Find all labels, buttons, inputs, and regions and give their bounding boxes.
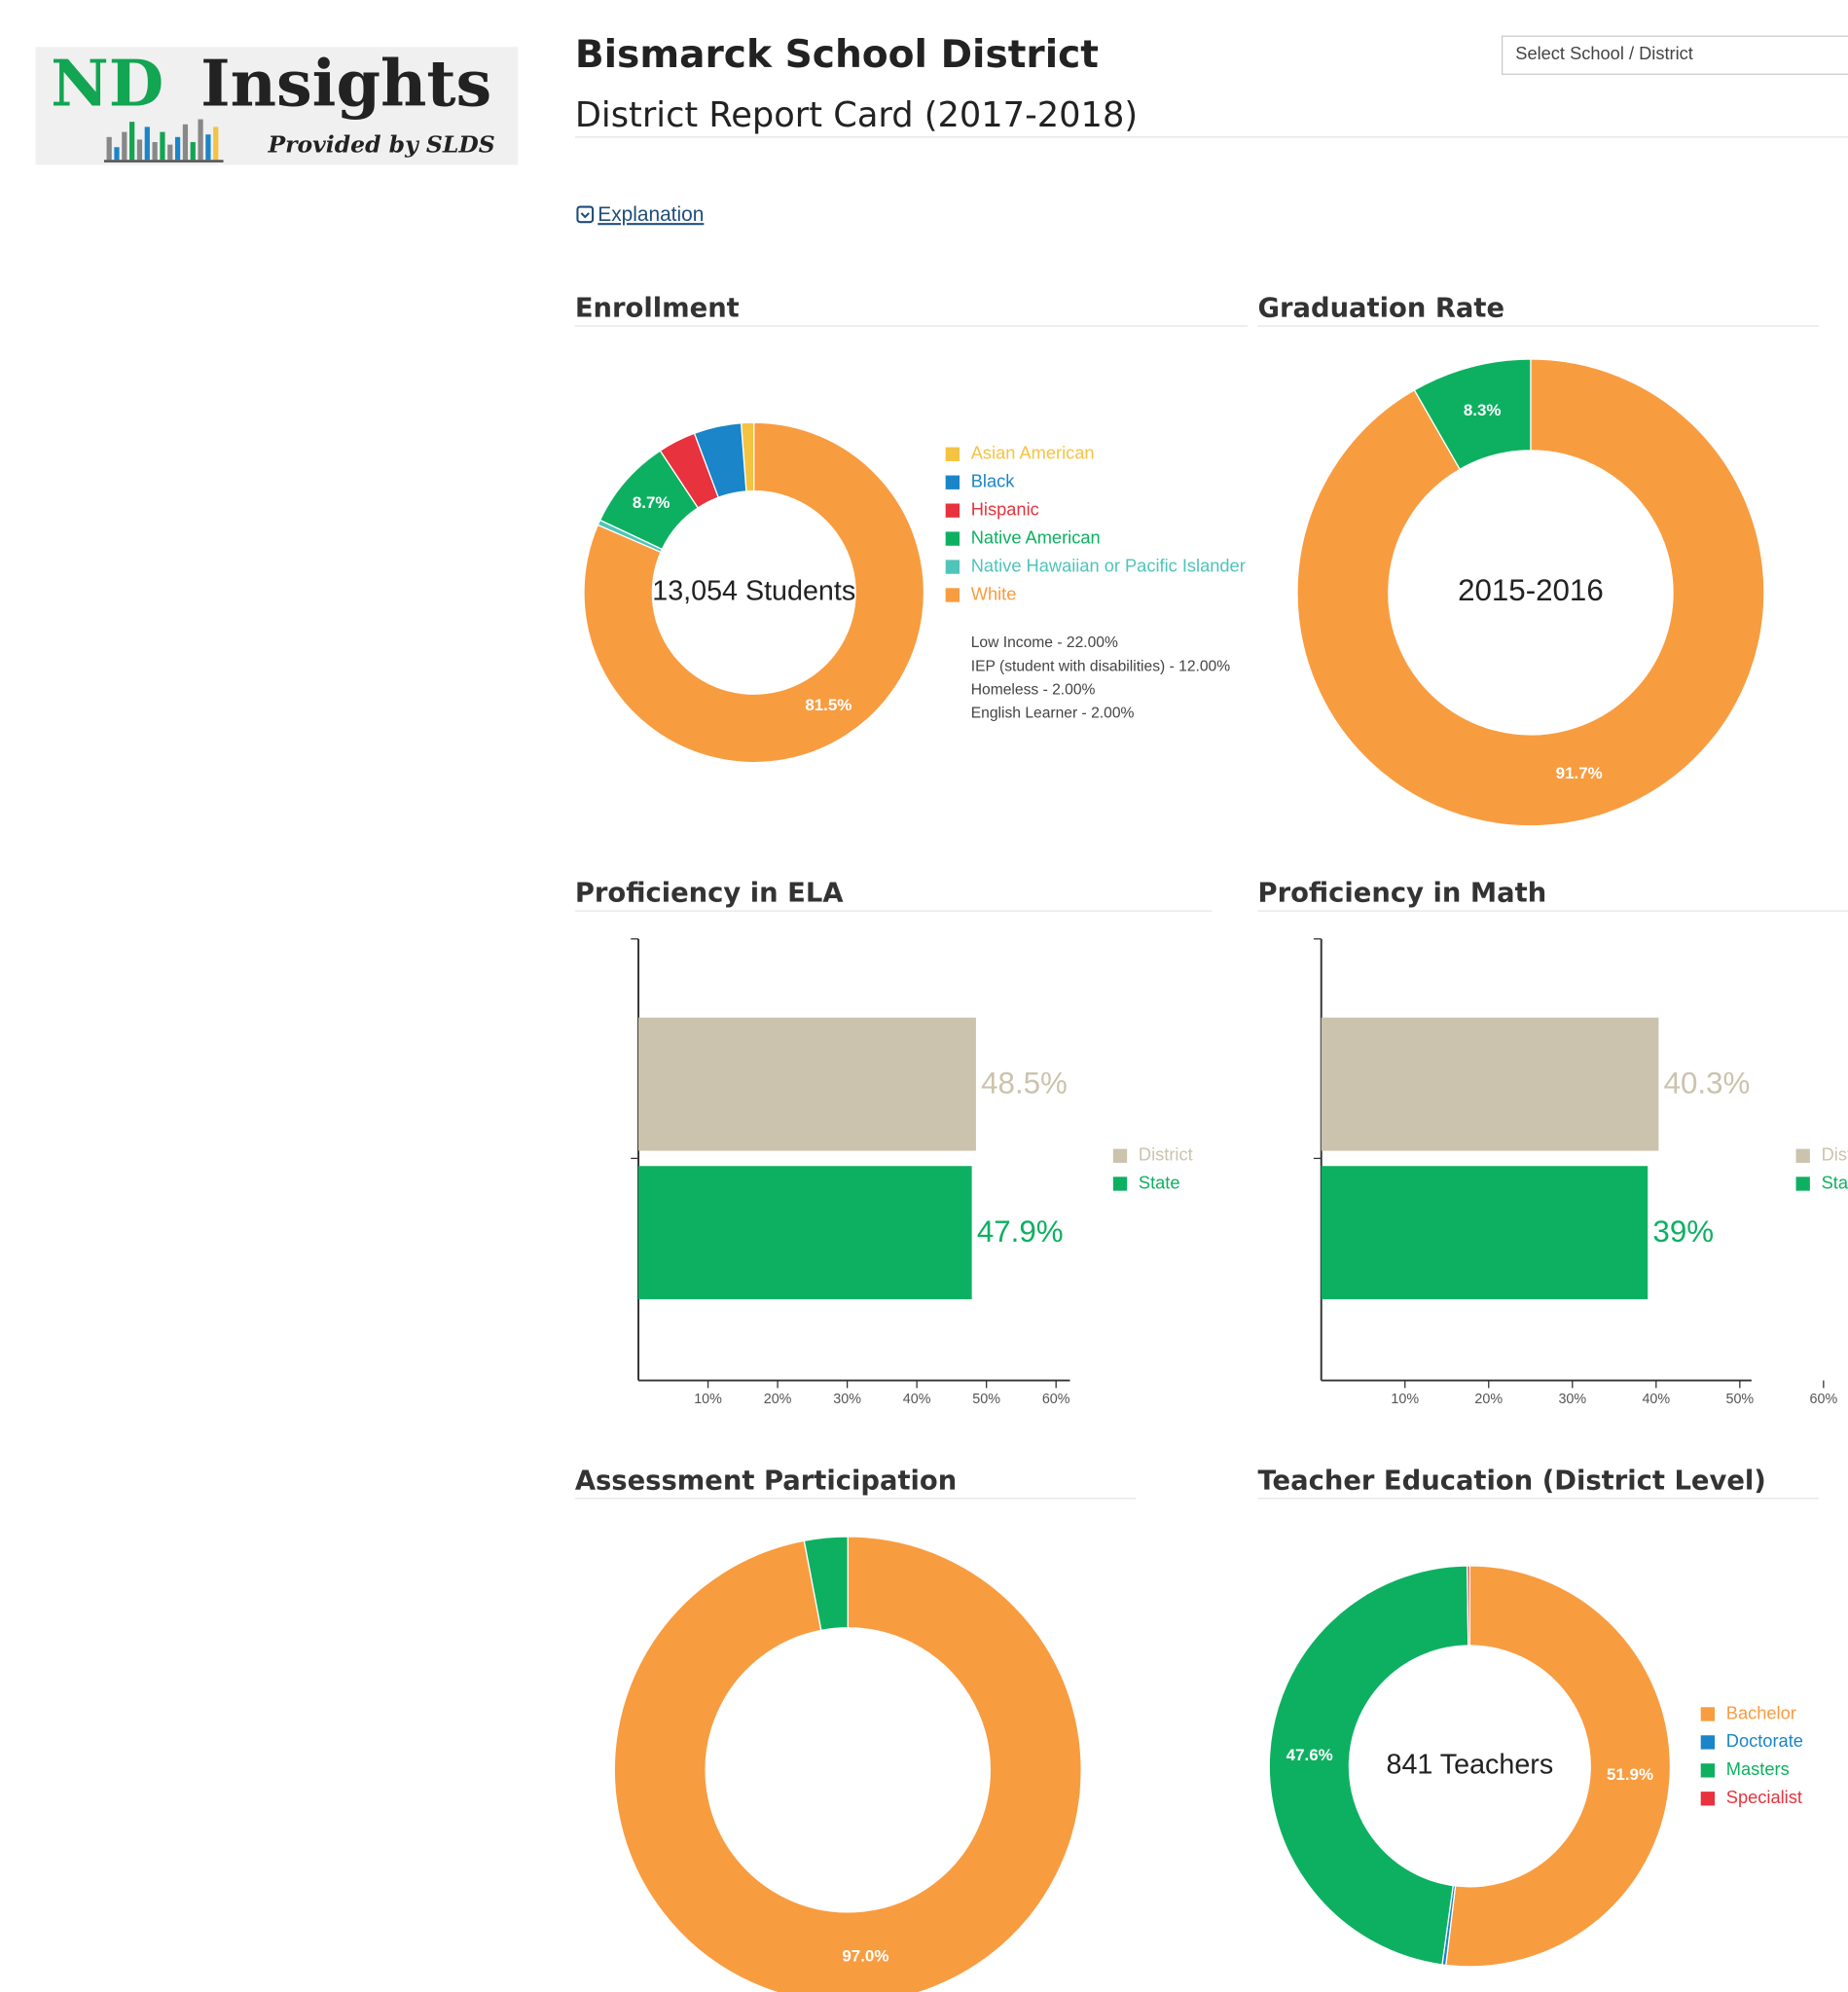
bar-value-label: 48.5% <box>981 1067 1068 1101</box>
select-box[interactable] <box>1501 35 1848 75</box>
legend-swatch <box>945 447 960 461</box>
legend-swatch <box>1795 1177 1810 1191</box>
legend-swatch <box>1700 1735 1716 1750</box>
x-tick-label: 60% <box>1810 1392 1838 1407</box>
legend-label: Doctorate <box>1726 1730 1803 1751</box>
explanation-icon[interactable] <box>576 205 595 224</box>
slice-label: 51.9% <box>1607 1765 1653 1784</box>
explanation-link[interactable]: Explanation <box>598 203 704 226</box>
legend-label: Native American <box>971 526 1101 547</box>
x-tick-label: 20% <box>1474 1392 1503 1407</box>
legend-label: Specialist <box>1726 1787 1802 1807</box>
x-tick-label: 10% <box>1391 1392 1419 1407</box>
page-title: Bismarck School District <box>575 33 1099 77</box>
x-tick-label: 40% <box>903 1392 931 1407</box>
x-tick-label: 30% <box>1558 1392 1586 1407</box>
legend-swatch <box>1700 1707 1716 1721</box>
legend-swatch <box>945 560 960 574</box>
center-label: 13,054 Students <box>652 575 855 606</box>
center-label: 841 Teachers <box>1387 1750 1554 1781</box>
legend-swatch <box>1795 1148 1810 1163</box>
slice-label: 47.6% <box>1286 1746 1333 1764</box>
donut-slice <box>1268 1565 1469 1966</box>
explanation-icon-arrow <box>580 212 590 219</box>
section-title: Assessment Participation <box>575 1466 957 1496</box>
legend-label: State <box>1822 1172 1848 1192</box>
slice-label: 97.0% <box>842 1946 888 1965</box>
slice-label: 8.3% <box>1464 401 1502 419</box>
logo-insights: Insights <box>200 47 491 121</box>
x-tick-label: 40% <box>1642 1392 1670 1407</box>
donut-slice <box>803 1536 849 1632</box>
section-title: Proficiency in ELA <box>575 879 845 909</box>
legend-swatch <box>1700 1763 1716 1778</box>
x-tick-label: 20% <box>764 1392 792 1407</box>
legend-label: Native Hawaiian or Pacific Islander <box>971 555 1246 575</box>
donut-slice <box>1296 358 1765 827</box>
legend-label: District <box>1822 1144 1848 1165</box>
x-tick-label: 30% <box>833 1392 861 1407</box>
select-placeholder: Select School / District <box>1515 43 1693 63</box>
legend-swatch <box>1112 1177 1128 1191</box>
bar <box>1321 1017 1659 1151</box>
legend-swatch <box>945 503 960 518</box>
donut-slice <box>1467 1565 1470 1647</box>
bar <box>638 1017 976 1151</box>
note: English Learner - 2.00% <box>971 706 1135 722</box>
donut-slice <box>1413 358 1532 471</box>
note: IEP (student with disabilities) - 12.00% <box>971 658 1230 674</box>
x-tick-label: 10% <box>694 1392 722 1407</box>
donut-slice <box>583 421 925 764</box>
section-title: Enrollment <box>575 294 740 324</box>
legend-label: Asian American <box>971 443 1095 463</box>
bar-value-label: 47.9% <box>977 1214 1064 1249</box>
bar <box>638 1166 972 1300</box>
bar <box>1321 1166 1649 1300</box>
legend-swatch <box>945 475 960 489</box>
legend-label: White <box>971 583 1017 603</box>
x-tick-label: 50% <box>1725 1392 1754 1407</box>
donut-slice <box>1445 1565 1671 1968</box>
section-title: Teacher Education (District Level) <box>1258 1466 1766 1496</box>
legend-label: Bachelor <box>1726 1702 1796 1722</box>
legend-swatch <box>945 531 960 546</box>
legend-swatch <box>945 588 960 602</box>
donut-slice <box>613 1536 1082 1992</box>
x-tick-label: 60% <box>1042 1392 1070 1407</box>
logo-box <box>35 47 519 165</box>
note: Homeless - 2.00% <box>971 681 1096 698</box>
x-tick-label: 50% <box>972 1392 1000 1407</box>
note: Low Income - 22.00% <box>971 634 1118 651</box>
section-title: Graduation Rate <box>1258 294 1505 324</box>
legend-label: Hispanic <box>971 498 1039 519</box>
center-label: 2015-2016 <box>1458 573 1604 607</box>
slice-label: 8.7% <box>633 493 670 512</box>
legend-label: Masters <box>1726 1758 1790 1779</box>
bar-value-label: 39% <box>1652 1214 1714 1249</box>
bar-value-label: 40.3% <box>1664 1067 1751 1101</box>
logo-nd: ND <box>51 47 163 121</box>
slice-label: 91.7% <box>1556 764 1603 782</box>
logo-bars <box>103 119 224 163</box>
legend-label: State <box>1139 1172 1180 1192</box>
legend-label: Black <box>971 471 1016 491</box>
slice-label: 81.5% <box>805 696 852 714</box>
legend-label: District <box>1139 1144 1193 1165</box>
legend-swatch <box>1112 1148 1128 1163</box>
page-subtitle: District Report Card (2017-2018) <box>575 95 1138 135</box>
section-title: Proficiency in Math <box>1258 879 1547 909</box>
logo-subtitle: Provided by SLDS <box>268 130 495 158</box>
legend-swatch <box>1700 1792 1716 1806</box>
